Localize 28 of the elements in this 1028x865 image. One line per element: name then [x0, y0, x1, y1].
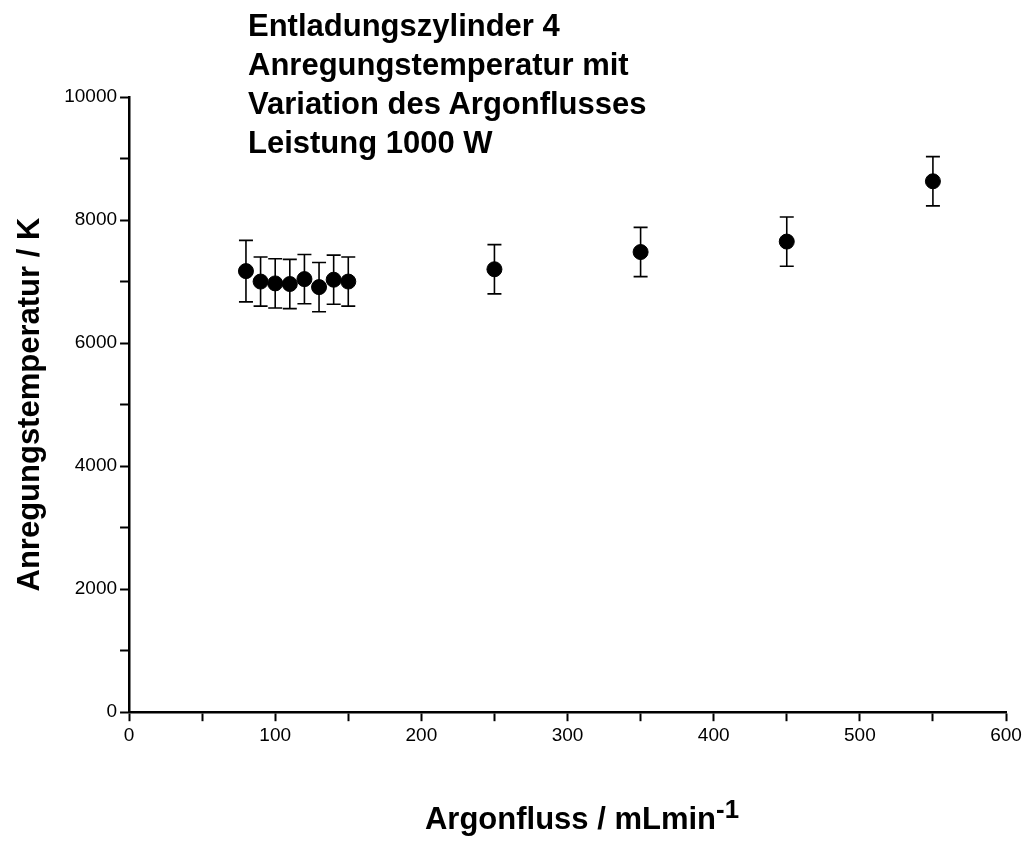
x-tick-label: 500	[843, 723, 876, 745]
point	[296, 271, 313, 288]
y-tick-label: 0	[106, 700, 118, 722]
point	[924, 173, 941, 190]
point	[237, 263, 254, 280]
point	[281, 276, 298, 293]
point	[340, 273, 357, 290]
x-tick-label: 0	[123, 723, 135, 745]
y-axis-title: Anregungstemperatur / K	[11, 217, 47, 592]
point	[778, 233, 795, 250]
y-tick-label: 4000	[74, 454, 118, 476]
y-tick-label: 2000	[74, 577, 118, 599]
x-tick-label: 400	[697, 723, 730, 745]
point	[267, 275, 284, 292]
y-tick-label: 10000	[64, 85, 118, 107]
x-tick-label: 300	[551, 723, 584, 745]
point	[325, 271, 342, 288]
x-tick-label: 600	[990, 723, 1022, 745]
y-tick-label: 8000	[74, 208, 118, 230]
x-tick-label: 200	[405, 723, 438, 745]
point	[252, 273, 269, 290]
point	[486, 261, 503, 278]
chart-title: Entladungszylinder 4 Anregungstemperatur mit Variation des Argonflusses Leistung 1000 W	[248, 8, 647, 161]
point	[311, 279, 328, 296]
point	[632, 244, 649, 261]
x-axis-title: Argonfluss / mLmin$^{-1}$	[423, 795, 740, 838]
y-tick-label: 6000	[74, 331, 118, 353]
x-tick-label: 100	[259, 723, 292, 745]
